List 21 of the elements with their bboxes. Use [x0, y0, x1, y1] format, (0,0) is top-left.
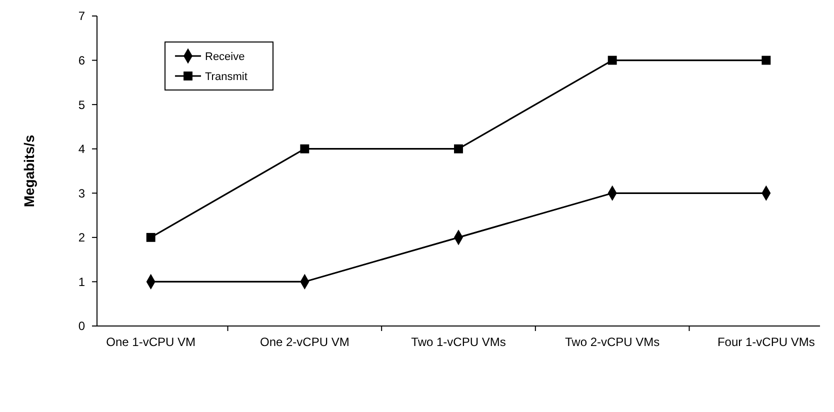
- y-tick-label: 4: [78, 142, 86, 156]
- point: [762, 56, 771, 65]
- y-tick-label: 3: [78, 186, 86, 200]
- x-tick-label: Two 1-vCPU VMs: [411, 335, 506, 349]
- x-tick-label: Two 2-vCPU VMs: [564, 335, 660, 349]
- y-axis-title: Megabits/s: [21, 134, 37, 208]
- y-tick-label: 7: [78, 9, 86, 24]
- point: [454, 144, 463, 154]
- point: [608, 56, 617, 65]
- y-tick-label: 6: [78, 53, 86, 68]
- y-tick-label: 0: [78, 319, 86, 334]
- y-tick-label: 2: [78, 230, 86, 245]
- y-tick-label: 1: [78, 274, 86, 289]
- point: [300, 144, 310, 154]
- x-tick-label: One 1-vCPU VM: [106, 335, 196, 349]
- x-tick-label: One 2-vCPU VM: [260, 335, 350, 349]
- y-tick-label: 5: [78, 98, 86, 112]
- x-tick-label: Four 1-vCPU VMs: [717, 335, 815, 349]
- legend-label: Transmit: [205, 70, 248, 83]
- legend-label: Receive: [205, 50, 245, 63]
- point: [146, 232, 156, 242]
